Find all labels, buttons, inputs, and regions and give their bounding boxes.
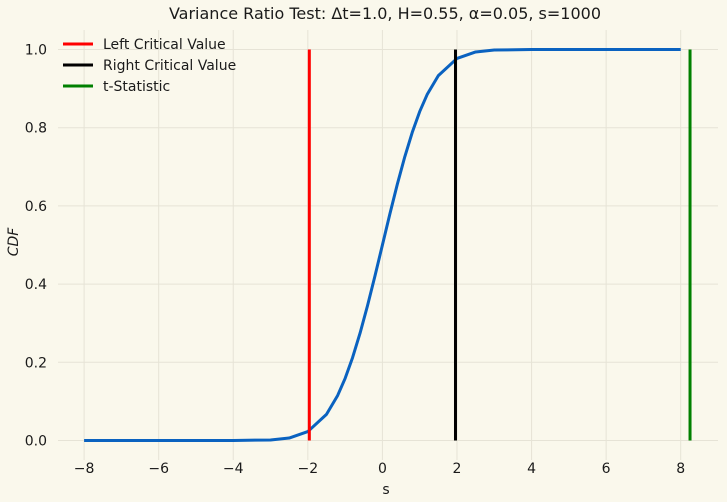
- critical-value-lines: [307, 49, 692, 441]
- legend-label-right-critical-value: Right Critical Value: [103, 58, 236, 74]
- y-axis-ticks: 0.0 0.2 0.4 0.6 0.8 1.0: [25, 43, 47, 450]
- y-tick-label: 0.4: [25, 277, 47, 293]
- y-axis-label: CDF: [6, 227, 22, 257]
- x-axis-label: s: [382, 482, 389, 498]
- x-tick-label: −2: [298, 461, 319, 477]
- x-tick-label: 4: [527, 461, 536, 477]
- x-tick-label: −6: [148, 461, 169, 477]
- x-tick-label: 8: [676, 461, 685, 477]
- y-tick-label: 0.6: [25, 199, 47, 215]
- legend-label-left-critical-value: Left Critical Value: [103, 37, 226, 53]
- y-tick-label: 0.0: [25, 433, 47, 449]
- legend-label-t-statistic: t-Statistic: [103, 79, 170, 95]
- y-tick-label: 1.0: [25, 43, 47, 59]
- x-tick-label: 0: [378, 461, 387, 477]
- x-tick-label: −4: [223, 461, 244, 477]
- y-tick-label: 0.8: [25, 121, 47, 137]
- x-axis-ticks: −8 −6 −4 −2 0 2 4 6 8: [74, 461, 685, 477]
- legend: Left Critical Value Right Critical Value t…: [63, 37, 236, 95]
- cdf-curve: [84, 48, 681, 442]
- y-tick-label: 0.2: [25, 355, 47, 371]
- x-tick-label: −8: [74, 461, 95, 477]
- x-tick-label: 2: [453, 461, 462, 477]
- x-tick-label: 6: [602, 461, 611, 477]
- chart-title: Variance Ratio Test: Δt=1.0, H=0.55, α=0…: [169, 4, 601, 23]
